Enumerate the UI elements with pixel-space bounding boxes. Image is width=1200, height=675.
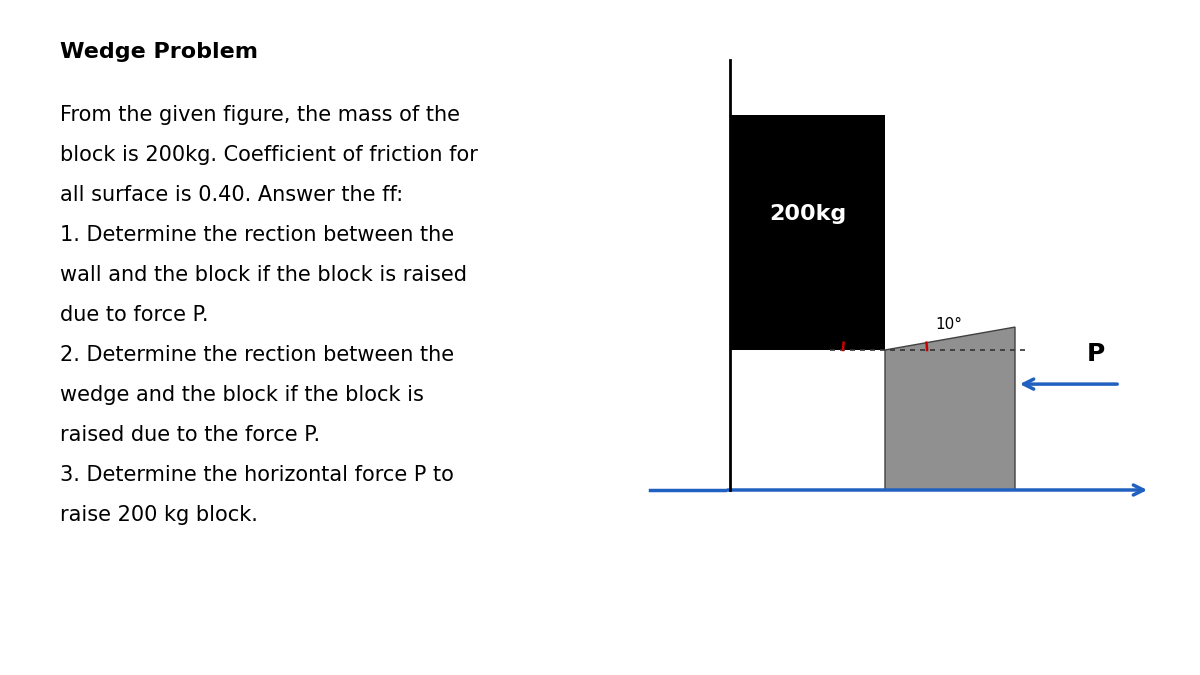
Text: 2. Determine the rection between the: 2. Determine the rection between the: [60, 345, 454, 365]
Text: raised due to the force P.: raised due to the force P.: [60, 425, 320, 445]
Text: block is 200kg. Coefficient of friction for: block is 200kg. Coefficient of friction …: [60, 145, 478, 165]
Polygon shape: [886, 327, 1015, 490]
Text: 3. Determine the horizontal force P to: 3. Determine the horizontal force P to: [60, 465, 454, 485]
Text: From the given figure, the mass of the: From the given figure, the mass of the: [60, 105, 460, 125]
Text: 1. Determine the rection between the: 1. Determine the rection between the: [60, 225, 454, 245]
Text: all surface is 0.40. Answer the ff:: all surface is 0.40. Answer the ff:: [60, 185, 403, 205]
Text: Wedge Problem: Wedge Problem: [60, 42, 258, 62]
Text: wedge and the block if the block is: wedge and the block if the block is: [60, 385, 424, 405]
Text: wall and the block if the block is raised: wall and the block if the block is raise…: [60, 265, 467, 285]
Text: 10°: 10°: [935, 317, 962, 332]
Text: P: P: [1087, 342, 1105, 366]
Text: 200kg: 200kg: [769, 204, 846, 223]
Bar: [730, 115, 886, 350]
Text: due to force P.: due to force P.: [60, 305, 209, 325]
Text: raise 200 kg block.: raise 200 kg block.: [60, 505, 258, 525]
